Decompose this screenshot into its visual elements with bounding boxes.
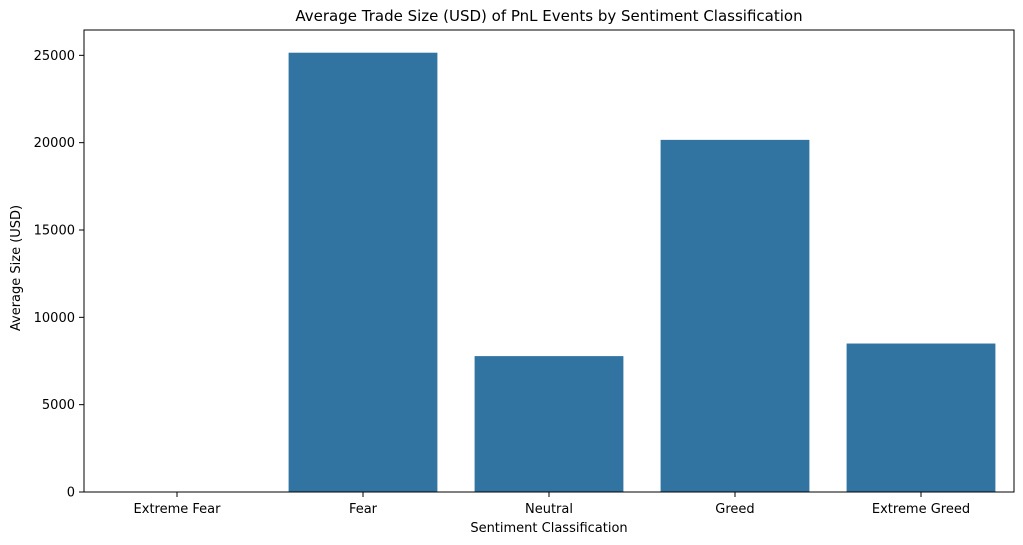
y-tick-label: 25000 [34, 49, 75, 64]
y-tick-label: 15000 [34, 223, 75, 238]
x-tick-label: Fear [349, 502, 378, 517]
x-tick-label: Greed [715, 502, 754, 517]
bar-fear [288, 52, 438, 493]
y-tick-label: 20000 [34, 136, 75, 151]
bar-extreme-greed [846, 343, 996, 492]
bar-greed [660, 139, 810, 492]
y-axis-label: Average Size (USD) [9, 205, 24, 331]
x-tick-label: Extreme Fear [134, 502, 222, 517]
y-tick-label: 10000 [34, 311, 75, 326]
chart-title: Average Trade Size (USD) of PnL Events b… [295, 7, 802, 25]
x-axis-ticks: Extreme Fear Fear Neutral Greed Extreme Gree… [134, 492, 970, 517]
y-tick-label: 5000 [42, 398, 75, 413]
x-axis-label: Sentiment Classification [470, 521, 627, 536]
bars-layer [288, 52, 996, 493]
y-tick-label: 0 [67, 486, 75, 501]
bar-neutral [474, 356, 624, 492]
y-axis-ticks: 0 5000 10000 15000 20000 25000 [34, 49, 84, 501]
x-tick-label: Neutral [525, 502, 573, 517]
x-tick-label: Extreme Greed [872, 502, 970, 517]
